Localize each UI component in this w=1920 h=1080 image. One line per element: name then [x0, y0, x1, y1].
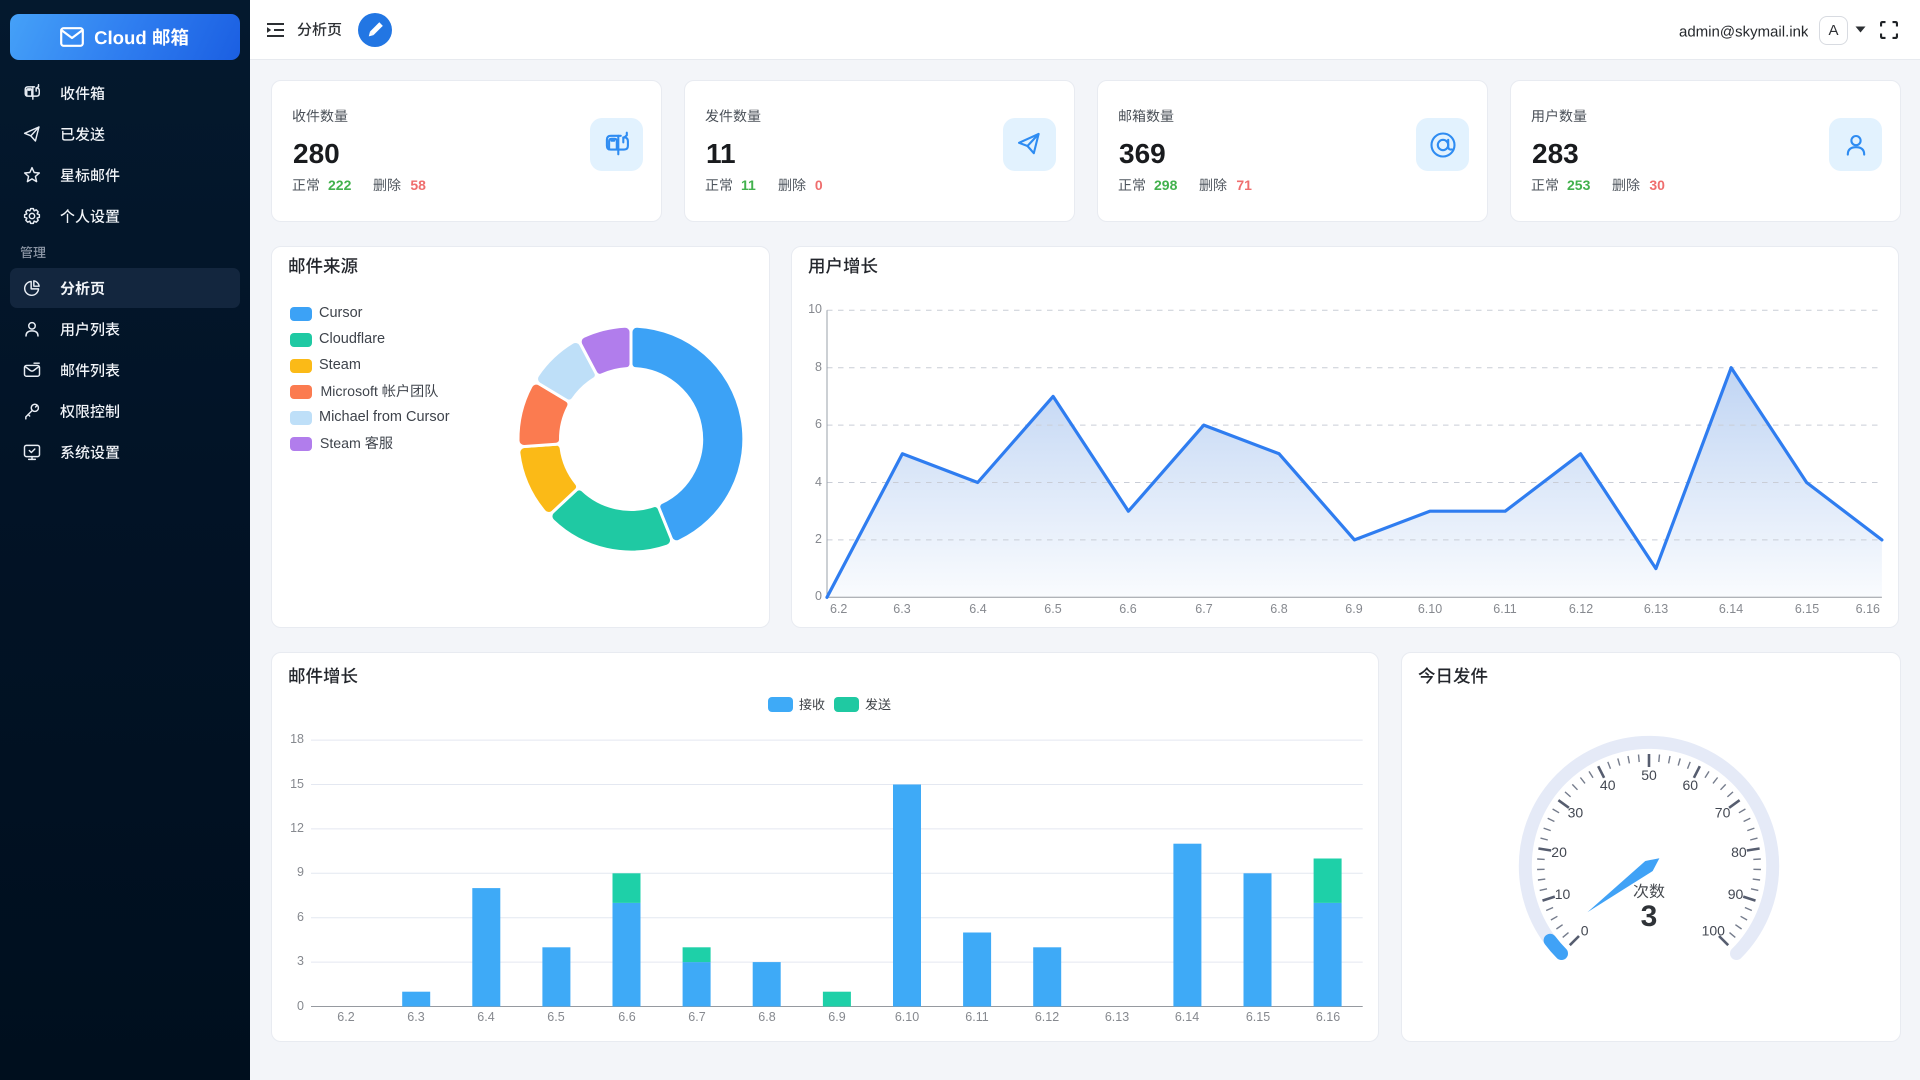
svg-text:90: 90: [1728, 886, 1744, 902]
svg-text:0: 0: [1581, 922, 1589, 938]
svg-text:40: 40: [1600, 777, 1616, 793]
svg-text:50: 50: [1641, 767, 1657, 783]
svg-text:60: 60: [1683, 777, 1699, 793]
svg-text:10: 10: [1555, 886, 1571, 902]
svg-text:70: 70: [1715, 805, 1731, 821]
svg-text:20: 20: [1551, 844, 1567, 860]
svg-text:30: 30: [1568, 805, 1584, 821]
svg-text:80: 80: [1731, 844, 1747, 860]
svg-text:100: 100: [1702, 922, 1726, 938]
